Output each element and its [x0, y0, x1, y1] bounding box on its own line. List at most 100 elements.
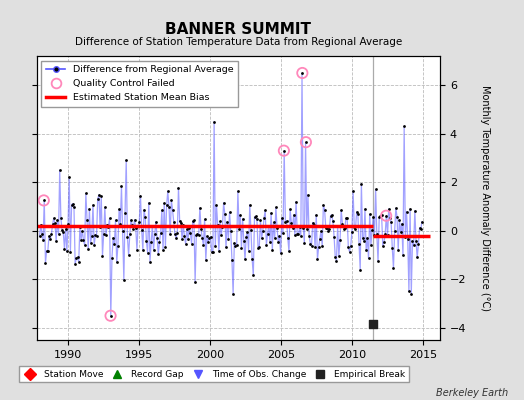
- Point: [401, 234, 410, 240]
- Point: [73, 254, 82, 260]
- Point: [311, 244, 319, 250]
- Point: [148, 222, 157, 229]
- Point: [223, 218, 232, 225]
- Point: [168, 206, 177, 213]
- Point: [59, 229, 68, 236]
- Point: [40, 197, 48, 204]
- Point: [252, 213, 260, 220]
- Point: [398, 220, 406, 227]
- Point: [113, 259, 121, 266]
- Point: [83, 216, 91, 223]
- Point: [132, 224, 140, 231]
- Point: [57, 215, 65, 222]
- Point: [154, 251, 162, 257]
- Point: [396, 229, 405, 236]
- Point: [326, 213, 335, 219]
- Point: [254, 244, 262, 251]
- Point: [43, 247, 52, 254]
- Point: [144, 250, 152, 256]
- Text: Difference of Station Temperature Data from Regional Average: Difference of Station Temperature Data f…: [75, 38, 402, 48]
- Point: [108, 254, 116, 261]
- Point: [181, 241, 190, 247]
- Point: [152, 218, 160, 225]
- Point: [122, 157, 130, 164]
- Point: [216, 218, 224, 225]
- Point: [277, 250, 285, 257]
- Point: [72, 255, 81, 261]
- Point: [160, 200, 168, 206]
- Point: [309, 219, 317, 226]
- Point: [99, 252, 107, 259]
- Point: [63, 248, 71, 255]
- Point: [312, 212, 321, 218]
- Point: [325, 226, 333, 232]
- Point: [198, 235, 206, 242]
- Point: [205, 235, 214, 241]
- Point: [278, 214, 286, 221]
- Point: [408, 238, 417, 245]
- Point: [317, 228, 325, 234]
- Point: [47, 231, 56, 238]
- Point: [267, 210, 275, 216]
- Point: [382, 212, 390, 219]
- Point: [41, 260, 50, 266]
- Point: [68, 202, 76, 208]
- Point: [406, 205, 414, 212]
- Point: [333, 223, 342, 230]
- Point: [356, 266, 364, 273]
- Point: [249, 272, 257, 279]
- Point: [206, 233, 215, 240]
- Point: [373, 231, 381, 237]
- Point: [40, 197, 48, 204]
- Point: [338, 220, 346, 227]
- Point: [176, 218, 184, 224]
- Point: [285, 248, 293, 254]
- Point: [234, 188, 242, 194]
- Point: [200, 216, 209, 222]
- Point: [414, 241, 422, 248]
- Point: [271, 204, 280, 210]
- Point: [307, 243, 315, 249]
- Point: [241, 256, 249, 262]
- Point: [368, 227, 376, 233]
- Point: [293, 230, 301, 237]
- Point: [233, 242, 241, 248]
- Point: [79, 236, 88, 243]
- Point: [218, 223, 226, 230]
- Point: [204, 239, 212, 245]
- Point: [157, 230, 165, 236]
- Point: [348, 229, 356, 236]
- Point: [247, 227, 255, 233]
- Point: [145, 199, 153, 206]
- Point: [280, 148, 288, 154]
- Point: [185, 225, 193, 232]
- Point: [330, 234, 339, 240]
- Point: [117, 183, 126, 190]
- Point: [139, 247, 147, 253]
- Point: [111, 217, 119, 223]
- Point: [50, 215, 58, 222]
- Point: [318, 243, 326, 249]
- Point: [114, 243, 122, 249]
- Point: [250, 214, 259, 220]
- Point: [42, 248, 51, 254]
- Point: [361, 206, 369, 212]
- Point: [75, 224, 84, 230]
- Point: [375, 214, 384, 220]
- Point: [65, 174, 73, 180]
- Point: [297, 233, 305, 240]
- Point: [150, 231, 159, 237]
- Point: [343, 215, 351, 222]
- Point: [322, 224, 330, 231]
- Point: [359, 238, 368, 244]
- Point: [222, 244, 230, 251]
- Point: [363, 234, 372, 241]
- Point: [78, 228, 86, 234]
- Point: [158, 207, 166, 213]
- Point: [221, 211, 229, 217]
- Point: [110, 241, 118, 247]
- Point: [298, 70, 306, 76]
- Point: [273, 225, 281, 231]
- Point: [320, 206, 329, 213]
- Point: [332, 258, 341, 264]
